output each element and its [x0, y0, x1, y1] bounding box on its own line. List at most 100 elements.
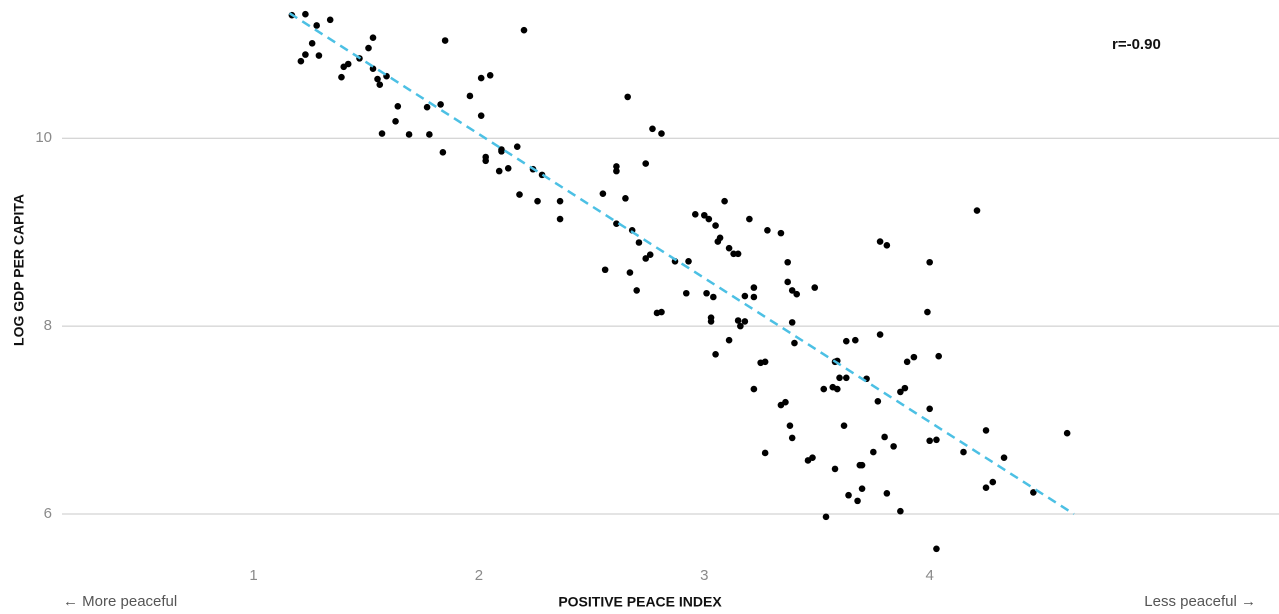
point — [734, 250, 742, 258]
point — [883, 242, 891, 249]
point — [705, 215, 713, 223]
point — [520, 26, 528, 34]
point — [1000, 454, 1008, 461]
point — [613, 167, 620, 175]
point — [926, 258, 933, 266]
point — [556, 215, 564, 223]
point — [883, 490, 891, 497]
point — [369, 65, 377, 73]
point — [741, 318, 749, 325]
point — [613, 220, 620, 228]
point — [477, 74, 485, 82]
point — [822, 513, 830, 521]
point — [777, 229, 785, 237]
point — [691, 211, 699, 218]
point — [924, 308, 931, 316]
y-tick-label: 10 — [35, 129, 52, 146]
x-tick-label: 4 — [926, 567, 934, 584]
point — [845, 491, 852, 499]
point — [840, 422, 848, 430]
trend-line — [288, 12, 1075, 516]
point — [876, 238, 884, 245]
point — [750, 284, 758, 291]
point — [599, 190, 607, 197]
point — [784, 278, 791, 286]
point — [642, 160, 650, 167]
point — [498, 148, 505, 155]
point — [741, 292, 749, 300]
point — [926, 437, 933, 445]
point — [658, 308, 665, 316]
point — [392, 118, 399, 125]
point — [1063, 429, 1071, 437]
point — [989, 478, 997, 486]
point — [725, 244, 733, 252]
point — [622, 195, 629, 202]
point — [658, 130, 665, 137]
point — [315, 52, 323, 59]
point — [811, 284, 819, 291]
point — [378, 130, 386, 137]
point — [513, 143, 521, 150]
point — [782, 398, 789, 406]
point — [624, 93, 631, 101]
point — [750, 385, 758, 393]
point — [761, 358, 769, 366]
point — [441, 37, 449, 44]
point — [788, 434, 796, 442]
point — [858, 461, 866, 469]
point — [369, 34, 377, 42]
point — [791, 339, 798, 347]
x-tick-label: 3 — [700, 567, 708, 584]
point — [926, 405, 933, 413]
point — [933, 436, 940, 444]
point — [897, 388, 904, 396]
y-tick-label: 6 — [44, 505, 52, 522]
point — [836, 374, 843, 382]
point — [534, 197, 541, 205]
point — [344, 60, 352, 68]
point — [973, 207, 981, 214]
point — [710, 293, 717, 301]
point — [601, 266, 609, 274]
point — [833, 385, 841, 393]
point — [750, 293, 758, 301]
point — [901, 384, 909, 392]
point — [374, 75, 381, 83]
point — [712, 351, 719, 358]
point — [302, 10, 309, 18]
point — [477, 112, 485, 119]
point — [646, 251, 654, 259]
point — [842, 374, 850, 382]
x-tick-label: 1 — [249, 567, 257, 584]
point — [737, 322, 744, 330]
correlation-label: r=-0.90 — [1112, 36, 1161, 53]
point — [858, 485, 866, 492]
point — [874, 397, 882, 405]
point — [982, 427, 990, 434]
point — [626, 269, 634, 276]
point — [437, 101, 444, 108]
point — [903, 358, 911, 366]
point — [734, 317, 742, 324]
point — [495, 167, 503, 175]
point — [613, 163, 620, 170]
point — [482, 157, 489, 165]
point — [423, 103, 431, 111]
point — [831, 465, 839, 473]
point — [649, 125, 656, 133]
point — [890, 443, 897, 450]
x-tick-label: 2 — [475, 567, 483, 584]
point — [405, 131, 413, 138]
point — [486, 71, 494, 79]
point — [788, 319, 796, 326]
point — [935, 352, 942, 360]
point — [820, 385, 828, 393]
point — [960, 448, 967, 456]
point — [685, 258, 692, 265]
point — [809, 454, 816, 461]
point — [633, 287, 640, 294]
point — [682, 289, 690, 297]
point — [326, 16, 334, 24]
point — [716, 234, 724, 242]
